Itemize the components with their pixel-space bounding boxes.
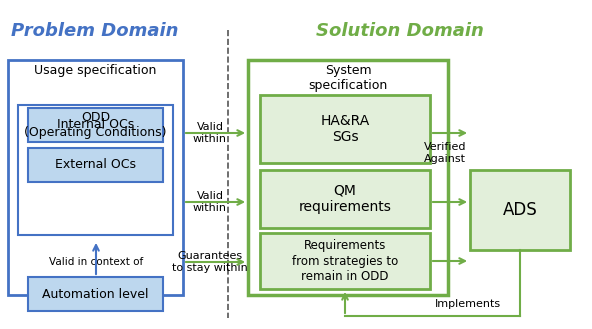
- Bar: [8, 60, 183, 295]
- Text: Requirements
from strategies to
remain in ODD: Requirements from strategies to remain i…: [292, 240, 398, 283]
- Text: Problem Domain: Problem Domain: [11, 22, 179, 40]
- Bar: [470, 170, 570, 250]
- Text: Guarantees
to stay within: Guarantees to stay within: [172, 251, 248, 273]
- Text: Solution Domain: Solution Domain: [316, 22, 484, 40]
- Text: Usage specification: Usage specification: [34, 64, 157, 77]
- Text: External OCs: External OCs: [55, 159, 136, 171]
- Text: QM
requirements: QM requirements: [298, 184, 391, 214]
- Text: ADS: ADS: [503, 201, 538, 219]
- Text: System
specification: System specification: [308, 64, 388, 92]
- Text: ODD
(Operating Conditions): ODD (Operating Conditions): [24, 111, 167, 139]
- Bar: [260, 170, 430, 228]
- Bar: [248, 60, 448, 295]
- Text: Implements: Implements: [435, 299, 501, 309]
- Bar: [260, 95, 430, 163]
- Text: Internal OCs: Internal OCs: [57, 118, 134, 132]
- Text: HA&RA
SGs: HA&RA SGs: [320, 114, 369, 144]
- Text: Verified
Against: Verified Against: [424, 142, 466, 164]
- Text: Valid in context of: Valid in context of: [49, 257, 143, 267]
- Bar: [18, 105, 173, 235]
- Bar: [260, 233, 430, 289]
- Text: Valid
within: Valid within: [193, 191, 227, 213]
- Text: Automation level: Automation level: [42, 288, 149, 300]
- Bar: [28, 277, 163, 311]
- Bar: [28, 108, 163, 142]
- Bar: [28, 148, 163, 182]
- Text: Valid
within: Valid within: [193, 122, 227, 144]
